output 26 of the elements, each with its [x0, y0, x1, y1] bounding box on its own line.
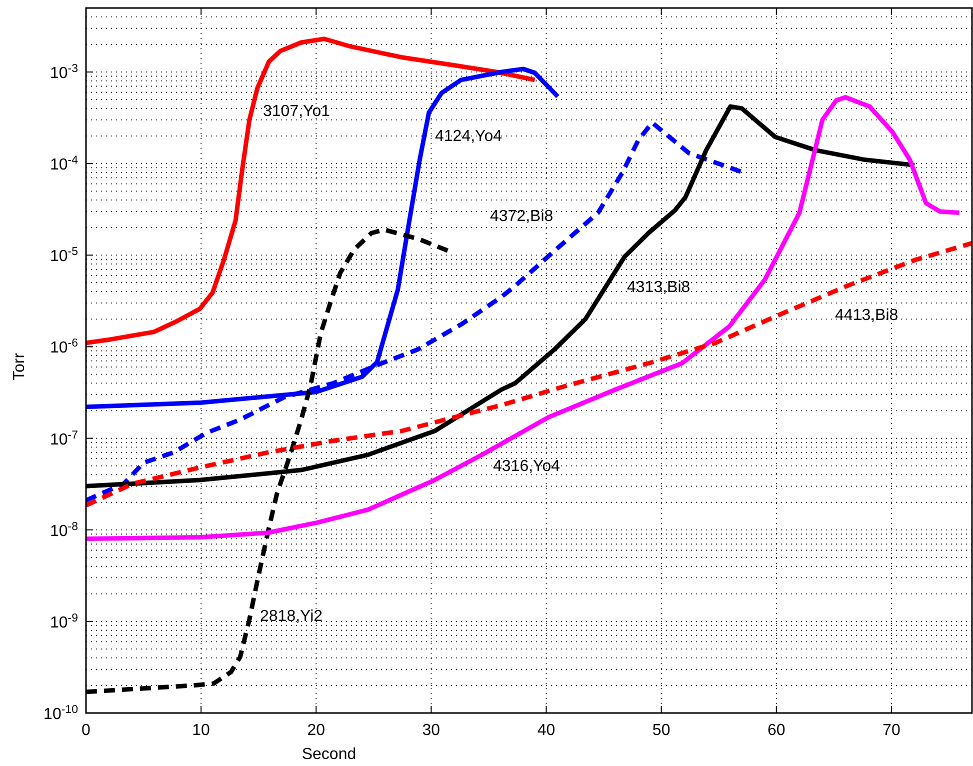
- x-tick-label: 20: [307, 722, 326, 739]
- y-tick-label: 10$^{-7}$: [50, 429, 78, 448]
- series-label: 2818,Yi2: [260, 608, 323, 625]
- series-label: 4313,Bi8: [627, 279, 690, 296]
- series-label: 3107,Yo1: [263, 103, 330, 120]
- y-tick-label: 10$^{-9}$: [50, 612, 78, 632]
- x-axis-title: Second: [302, 746, 356, 763]
- y-tick-label: 10$^{-5}$: [50, 246, 78, 266]
- x-tick-label: 30: [422, 722, 440, 739]
- x-tick-label: 60: [767, 722, 786, 739]
- series-label: 4413,Bi8: [835, 307, 898, 324]
- y-tick-label: 10$^{-4}$: [50, 154, 79, 174]
- series-label: 4316,Yo4: [493, 458, 560, 475]
- x-tick-label: 0: [82, 722, 91, 739]
- x-tick-label: 40: [537, 722, 556, 739]
- y-tick-label: 10$^{-6}$: [50, 338, 78, 357]
- y-axis-title: Torr: [11, 352, 28, 380]
- line-series: [86, 240, 972, 508]
- y-tick-label: 10$^{-8}$: [50, 520, 78, 540]
- series-label: 4372,Bi8: [490, 208, 554, 225]
- series-label: 4124,Yo4: [435, 128, 502, 145]
- x-tick-label: 70: [882, 722, 900, 739]
- x-tick-label: 10: [192, 722, 210, 739]
- x-tick-label: 50: [652, 722, 670, 739]
- y-tick-label: 10$^{-10}$: [44, 704, 78, 723]
- y-tick-label: 10$^{-3}$: [50, 63, 78, 82]
